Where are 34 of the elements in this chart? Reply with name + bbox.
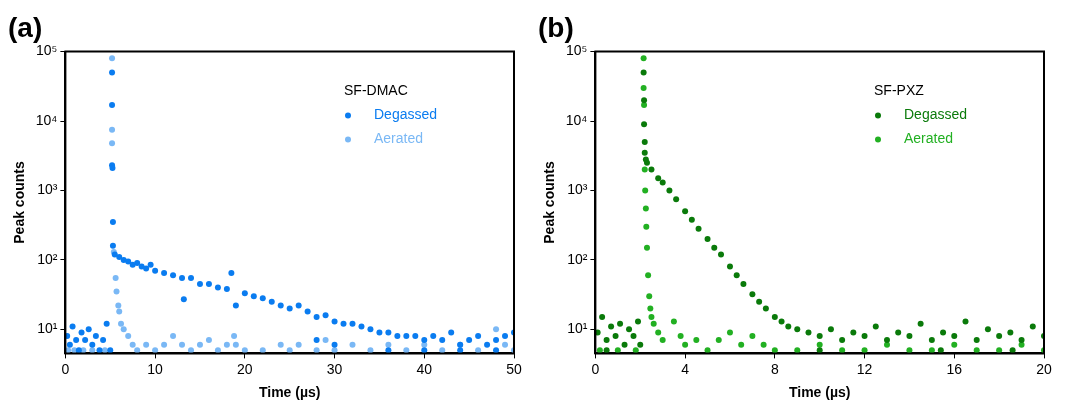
x-tick-label: 8 [770, 360, 779, 377]
legend-label: Aerated [374, 130, 424, 147]
y-tick-label: 10⁵ [566, 42, 588, 59]
x-tick-label: 40 [416, 360, 433, 377]
y-axis-title: Peak counts [11, 161, 28, 244]
x-axis-title: Time (µs) [258, 384, 321, 401]
x-tick-label: 0 [61, 360, 70, 377]
legend-label: Aerated [904, 130, 954, 147]
x-tick-label: 30 [326, 360, 343, 377]
x-tick-label: 12 [856, 360, 873, 377]
x-tick-label: 16 [946, 360, 963, 377]
x-axis-title: Time (µs) [788, 384, 851, 401]
y-tick-label: 10³ [567, 181, 588, 198]
legend-label: Degassed [374, 106, 438, 123]
y-tick-label: 10² [37, 250, 58, 267]
chart-title: (a) [8, 11, 43, 43]
legend-title: SF-DMAC [344, 82, 408, 99]
legend-title: SF-PXZ [874, 82, 925, 99]
x-tick-label: 50 [506, 360, 522, 377]
y-axis-title: Peak counts [541, 161, 558, 244]
x-tick-label: 0 [591, 360, 600, 377]
chart-title: (b) [538, 11, 574, 43]
y-tick-label: 10⁴ [565, 111, 588, 128]
y-tick-label: 10⁵ [36, 42, 58, 59]
y-tick-label: 10⁴ [35, 111, 58, 128]
y-tick-label: 10¹ [567, 320, 588, 337]
x-tick-label: 10 [147, 360, 164, 377]
x-tick-label: 20 [237, 360, 253, 377]
y-tick-label: 10² [567, 250, 588, 267]
y-tick-label: 10³ [37, 181, 58, 198]
y-tick-label: 10¹ [37, 320, 58, 337]
x-tick-label: 4 [681, 360, 690, 377]
x-tick-label: 20 [1036, 360, 1052, 377]
legend-label: Degassed [904, 106, 968, 123]
